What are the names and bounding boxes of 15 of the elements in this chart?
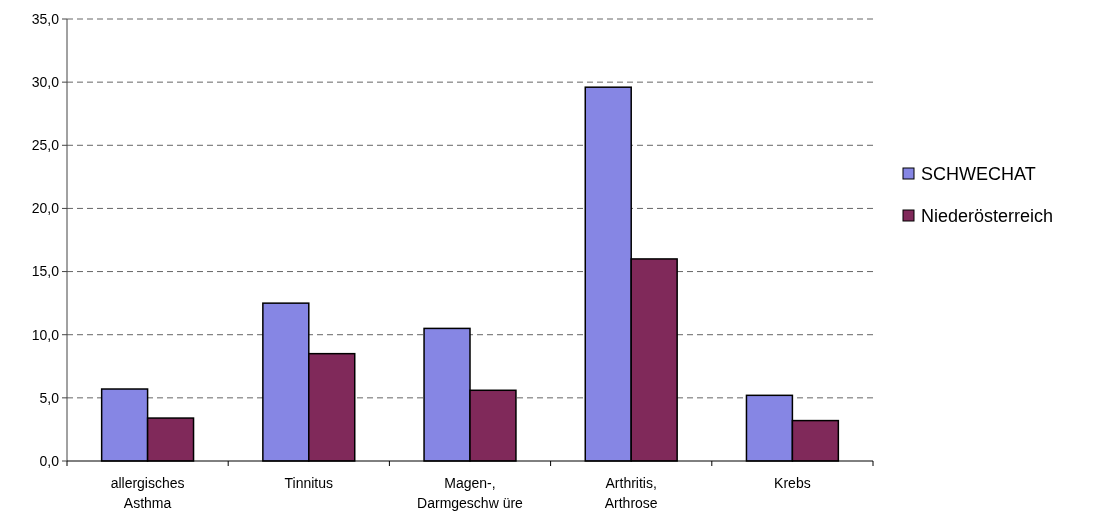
x-tick-label: Krebs xyxy=(774,475,811,491)
x-tick-label: allergisches Asthma xyxy=(110,475,185,511)
y-tick-label: 20,0 xyxy=(31,200,60,217)
y-tick-label: 5,0 xyxy=(39,389,60,406)
x-tick-label: Arthritis, Arthrose xyxy=(604,475,658,511)
legend-label: SCHWECHAT xyxy=(921,164,1036,185)
y-tick-label: 10,0 xyxy=(31,326,60,343)
y-tick-label: 15,0 xyxy=(31,263,60,280)
x-tick-label: Tinnitus xyxy=(284,475,334,491)
y-tick-label: 0,0 xyxy=(39,452,60,469)
y-tick-label: 35,0 xyxy=(31,10,60,27)
y-tick-label: 30,0 xyxy=(31,74,60,91)
x-tick-label: Magen-, Darmgeschw üre xyxy=(417,475,524,511)
y-tick-label: 25,0 xyxy=(31,137,60,154)
legend-label: Niederösterreich xyxy=(921,206,1054,227)
